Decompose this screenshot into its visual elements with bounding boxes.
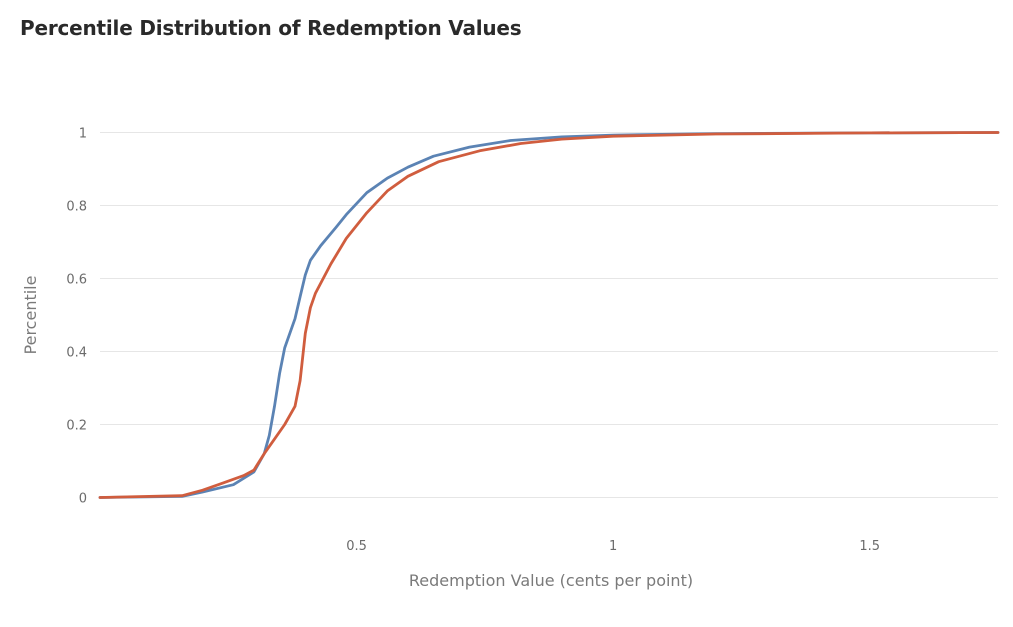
series-line-1 xyxy=(98,131,1000,499)
x-axis-label: Redemption Value (cents per point) xyxy=(409,571,693,590)
y-tick-label: 0.6 xyxy=(66,273,87,288)
y-axis-label: Percentile xyxy=(21,276,40,355)
x-tick-label: 0.5 xyxy=(346,539,367,554)
y-tick-label: 1 xyxy=(79,127,87,142)
x-tick-label: 1.5 xyxy=(859,539,880,554)
x-tick-label: 1 xyxy=(609,539,617,554)
y-tick-label: 0.2 xyxy=(66,419,87,434)
series-line-2 xyxy=(98,131,1000,499)
y-tick-labels: 0 0.2 0.4 0.6 0.8 1 xyxy=(66,127,87,507)
y-tick-label: 0 xyxy=(79,492,87,507)
grid-lines xyxy=(100,132,998,498)
y-tick-label: 0.8 xyxy=(66,200,87,215)
series-lines xyxy=(98,131,1000,499)
y-tick-label: 0.4 xyxy=(66,346,87,361)
x-tick-labels: 0.5 1 1.5 xyxy=(346,539,880,554)
chart-title: Percentile Distribution of Redemption Va… xyxy=(20,16,522,40)
